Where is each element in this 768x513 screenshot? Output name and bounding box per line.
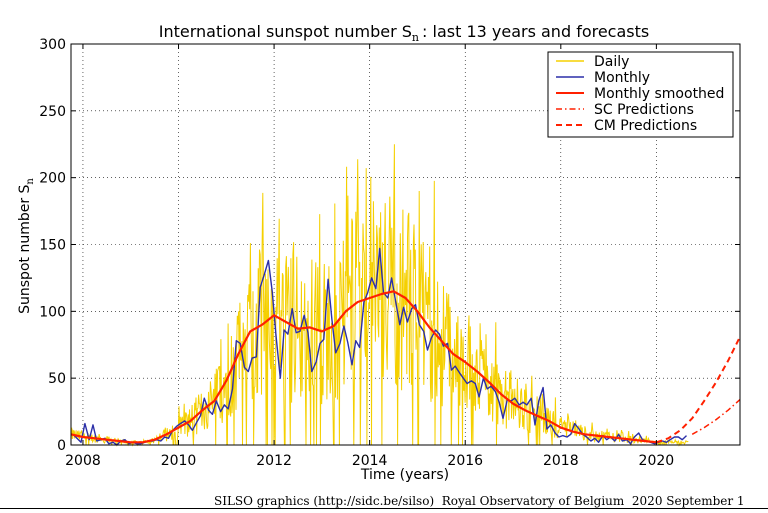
y-tick-label: 200 bbox=[39, 171, 66, 187]
series-monthly bbox=[72, 247, 687, 446]
y-tick-label: 100 bbox=[39, 304, 66, 320]
chart-title: International sunspot number Sn: last 13… bbox=[159, 22, 649, 44]
y-tick-label: 50 bbox=[48, 371, 66, 387]
series-cm-predictions bbox=[656, 336, 741, 444]
legend-label-smoothed: Monthly smoothed bbox=[594, 86, 724, 102]
x-tick-label: 2010 bbox=[161, 453, 197, 469]
y-axis-label: Sunspot number Sn bbox=[17, 178, 36, 314]
y-tick-label: 150 bbox=[39, 238, 66, 254]
series-daily bbox=[70, 144, 689, 447]
legend-box bbox=[547, 51, 734, 138]
x-tick-label: 2018 bbox=[543, 453, 579, 469]
x-axis-label: Time (years) bbox=[360, 467, 449, 483]
series-monthly-smoothed bbox=[70, 290, 657, 444]
footer-credit: SILSO graphics (http://sidc.be/silso) Ro… bbox=[214, 494, 745, 508]
y-tick-label: 0 bbox=[57, 438, 66, 454]
legend-label-sc: SC Predictions bbox=[594, 102, 694, 118]
x-tick-label: 2012 bbox=[256, 453, 292, 469]
legend: Daily Monthly Monthly smoothed SC Predic… bbox=[547, 51, 734, 138]
x-tick-label: 2016 bbox=[447, 453, 483, 469]
legend-label-monthly: Monthly bbox=[594, 70, 650, 86]
x-tick-label: 2020 bbox=[639, 453, 675, 469]
legend-label-daily: Daily bbox=[594, 54, 629, 70]
y-tick-label: 300 bbox=[39, 37, 66, 53]
legend-label-cm: CM Predictions bbox=[594, 118, 697, 134]
footer-rule bbox=[0, 508, 768, 509]
x-tick-label: 2008 bbox=[65, 453, 101, 469]
series-sc-predictions bbox=[691, 399, 741, 435]
x-tick-label: 2014 bbox=[352, 453, 388, 469]
y-tick-label: 250 bbox=[39, 104, 66, 120]
